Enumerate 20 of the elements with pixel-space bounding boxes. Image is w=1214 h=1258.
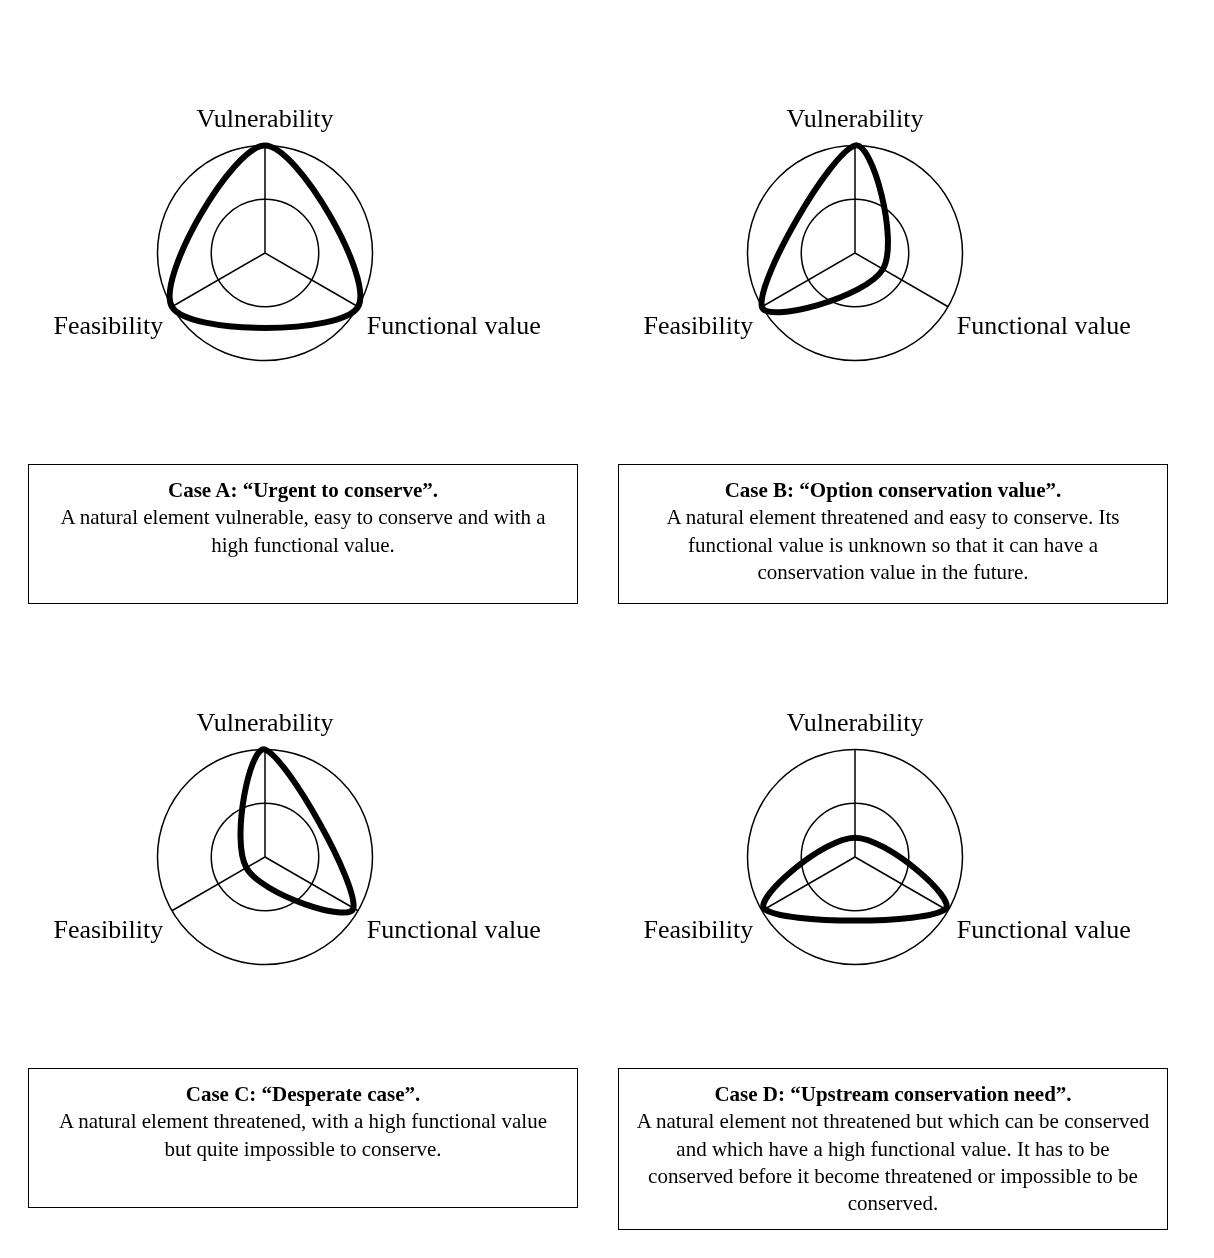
spoke-label: Vulnerability	[196, 103, 334, 133]
spoke-label: Vulnerability	[786, 103, 924, 133]
text: Case B: “Option conservation value”.	[723, 477, 1063, 504]
text: A natural element threatened and easy to conserve. Its functional value is unknown so that it can have a conservation value in the future.	[665, 504, 1121, 586]
text: Case A: “Urgent to conserve”.	[167, 477, 439, 504]
text: A natural element not threatened but which can be conserved and which have a high functional value. It has to be conserved before it become threatened or impossible to be conserved.	[635, 1108, 1151, 1218]
text: A natural element threatened, with a high functional value but quite impossible to conserve.	[57, 1108, 549, 1163]
spoke-label: Feasibility	[53, 915, 164, 945]
spoke-label: Functional value	[366, 311, 541, 341]
text: Case D: “Upstream conservation need”.	[713, 1081, 1073, 1108]
spoke-label: Feasibility	[53, 311, 164, 341]
spoke-label: Functional value	[956, 311, 1131, 341]
spoke-label: Vulnerability	[786, 707, 924, 737]
text: Case C: “Desperate case”.	[184, 1081, 422, 1108]
spoke-label: Functional value	[956, 915, 1131, 945]
text: A natural element vulnerable, easy to conserve and with a high functional value.	[59, 504, 547, 559]
spoke-label: Feasibility	[643, 915, 754, 945]
spoke-label: Functional value	[366, 915, 541, 945]
spoke-label: Feasibility	[643, 311, 754, 341]
spoke-label: Vulnerability	[196, 707, 334, 737]
